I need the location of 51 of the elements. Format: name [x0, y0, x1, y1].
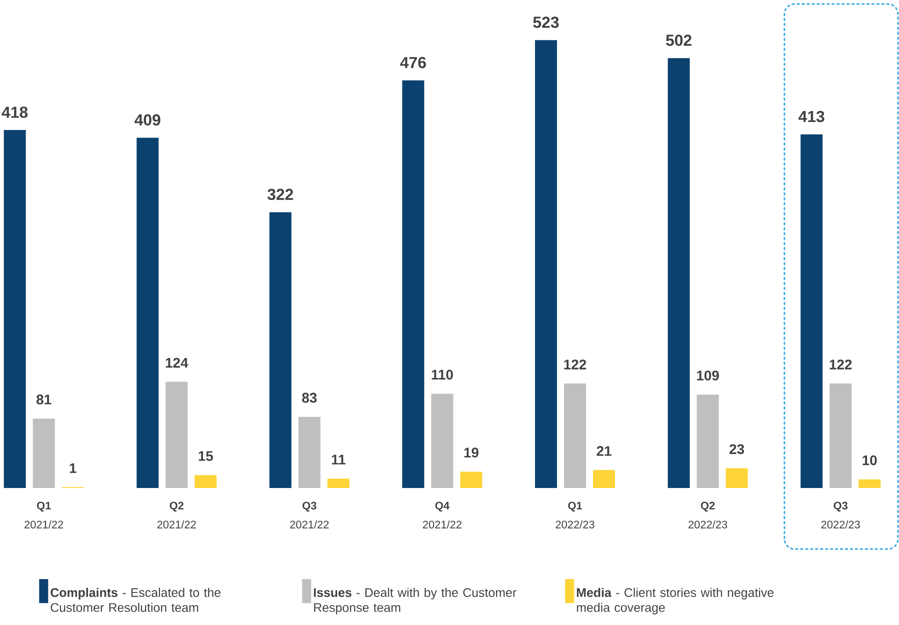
x-tick-label: Q2 2022/23: [688, 502, 728, 528]
data-label: 523: [533, 16, 559, 28]
bar: [298, 416, 320, 488]
bar: [535, 40, 557, 488]
bar: [166, 382, 188, 488]
x-tick-label: Q2 2021/22: [157, 502, 196, 528]
x-tick-label: Q4 2021/22: [422, 502, 462, 528]
legend-label: Issues - Dealt with by the Customer Response team: [314, 588, 516, 614]
bar: [4, 130, 26, 488]
data-label: 409: [134, 114, 160, 126]
bar: [431, 394, 454, 488]
data-label: 418: [2, 106, 28, 118]
data-label: 110: [432, 370, 453, 380]
data-label: 23: [730, 444, 744, 454]
bar: [402, 80, 424, 488]
bar: [858, 479, 881, 488]
data-label: 124: [166, 358, 188, 368]
data-label: 122: [830, 360, 852, 370]
data-label: 81: [36, 394, 52, 404]
x-tick-label: Q3 2022/23: [821, 502, 860, 528]
bar: [800, 134, 823, 488]
x-tick-label: Q1 2022/23: [556, 502, 594, 528]
data-label: 322: [267, 188, 294, 200]
x-tick-label: Q1 2021/22: [24, 502, 64, 528]
bar: [269, 212, 292, 488]
data-label: 476: [400, 56, 426, 68]
legend-label: Complaints - Escalated to the Customer Resolution team: [50, 588, 221, 612]
x-tick-label: Q3 2021/22: [290, 502, 329, 528]
bar: [460, 472, 482, 488]
data-label: 502: [666, 34, 692, 46]
data-label: 122: [564, 360, 586, 370]
bar: [32, 418, 55, 488]
data-label: 109: [697, 370, 719, 380]
data-label: 413: [798, 110, 824, 122]
data-label: 19: [464, 448, 478, 458]
data-label: 11: [332, 454, 346, 464]
bar: [194, 475, 217, 488]
bar: [136, 138, 159, 488]
data-label: 15: [198, 451, 213, 461]
data-label: 10: [862, 455, 877, 466]
data-label: 21: [596, 446, 612, 456]
data-label: 1: [70, 463, 76, 473]
bar: [696, 394, 719, 488]
bar: [726, 468, 748, 488]
data-label: 83: [302, 392, 317, 403]
bar: [564, 384, 586, 488]
bar: [668, 58, 690, 488]
bar: [830, 384, 852, 488]
bar: [593, 470, 615, 488]
legend-label: Media - Client stories with negative media coverage: [576, 588, 774, 614]
bar: [327, 478, 350, 488]
